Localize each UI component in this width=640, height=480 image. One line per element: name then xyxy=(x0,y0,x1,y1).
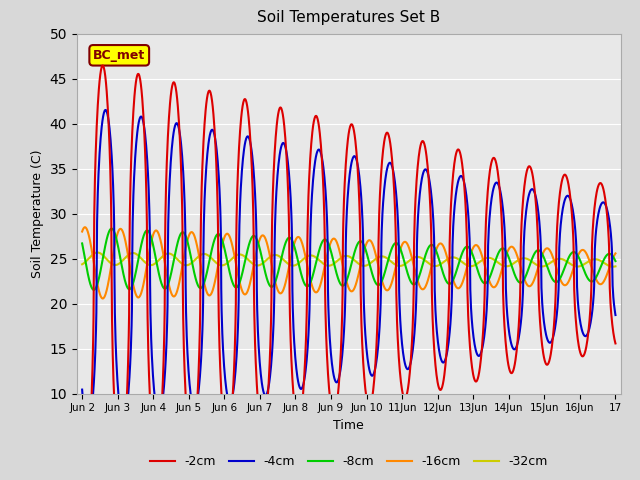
Line: -8cm: -8cm xyxy=(82,228,616,290)
-4cm xyxy=(383,170,390,176)
-4cm xyxy=(78,387,86,393)
-16cm xyxy=(316,283,324,288)
-16cm xyxy=(99,296,107,301)
-32cm xyxy=(382,255,390,261)
-2cm xyxy=(81,471,89,477)
-16cm xyxy=(78,228,86,234)
-32cm xyxy=(120,256,127,262)
-8cm xyxy=(612,258,620,264)
-32cm xyxy=(609,264,617,270)
-8cm xyxy=(142,228,150,234)
-2cm xyxy=(383,131,390,136)
X-axis label: Time: Time xyxy=(333,419,364,432)
-2cm xyxy=(612,340,620,346)
-16cm xyxy=(326,242,333,248)
-8cm xyxy=(120,274,128,280)
Text: BC_met: BC_met xyxy=(93,49,145,62)
-32cm xyxy=(78,262,86,267)
-32cm xyxy=(93,250,101,255)
-4cm xyxy=(84,426,92,432)
-4cm xyxy=(305,317,313,323)
-4cm xyxy=(612,312,620,318)
-8cm xyxy=(108,226,115,231)
-32cm xyxy=(305,253,312,259)
-8cm xyxy=(383,264,390,270)
-2cm xyxy=(120,442,128,447)
-2cm xyxy=(142,170,150,176)
-16cm xyxy=(142,269,150,275)
-4cm xyxy=(120,419,128,424)
-4cm xyxy=(102,107,109,113)
-2cm xyxy=(305,176,313,182)
-2cm xyxy=(316,134,324,140)
-4cm xyxy=(316,148,324,154)
-8cm xyxy=(90,287,98,293)
-8cm xyxy=(78,240,86,246)
-16cm xyxy=(120,233,128,239)
-16cm xyxy=(305,271,313,277)
Legend: -2cm, -4cm, -8cm, -16cm, -32cm: -2cm, -4cm, -8cm, -16cm, -32cm xyxy=(145,450,553,473)
-8cm xyxy=(316,244,324,250)
-16cm xyxy=(81,224,89,230)
-2cm xyxy=(78,458,86,464)
-32cm xyxy=(326,263,333,268)
-32cm xyxy=(612,264,620,269)
-2cm xyxy=(326,393,333,399)
Line: -32cm: -32cm xyxy=(82,252,616,267)
-16cm xyxy=(383,287,390,293)
-8cm xyxy=(326,244,333,250)
-32cm xyxy=(316,258,324,264)
-2cm xyxy=(99,62,107,68)
-8cm xyxy=(305,282,313,288)
-4cm xyxy=(326,336,333,341)
Line: -2cm: -2cm xyxy=(82,65,616,474)
Y-axis label: Soil Temperature (C): Soil Temperature (C) xyxy=(31,149,44,278)
Line: -4cm: -4cm xyxy=(82,110,616,429)
-4cm xyxy=(142,139,150,144)
-16cm xyxy=(612,251,620,256)
Line: -16cm: -16cm xyxy=(82,227,616,299)
Title: Soil Temperatures Set B: Soil Temperatures Set B xyxy=(257,11,440,25)
-32cm xyxy=(141,260,149,265)
